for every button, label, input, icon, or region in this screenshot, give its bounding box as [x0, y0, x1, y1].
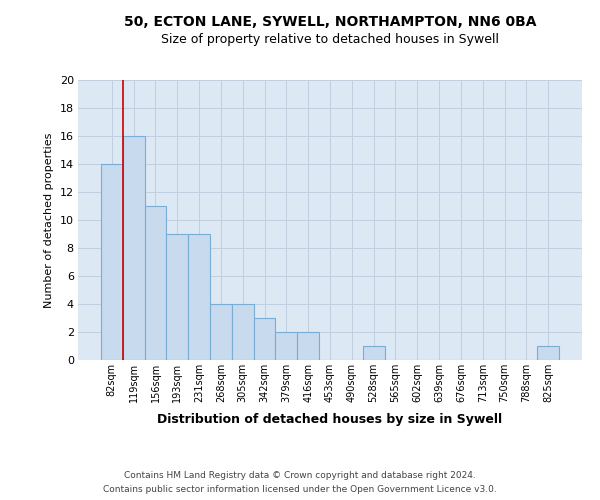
Y-axis label: Number of detached properties: Number of detached properties	[44, 132, 54, 308]
Text: Contains public sector information licensed under the Open Government Licence v3: Contains public sector information licen…	[103, 484, 497, 494]
Bar	[123, 136, 145, 360]
Text: 50, ECTON LANE, SYWELL, NORTHAMPTON, NN6 0BA: 50, ECTON LANE, SYWELL, NORTHAMPTON, NN6…	[124, 16, 536, 30]
Bar	[232, 304, 254, 360]
Text: Size of property relative to detached houses in Sywell: Size of property relative to detached ho…	[161, 34, 499, 46]
Bar	[537, 346, 559, 360]
Bar	[254, 318, 275, 360]
Bar	[101, 164, 123, 360]
Bar	[188, 234, 210, 360]
Bar	[166, 234, 188, 360]
Text: Contains HM Land Registry data © Crown copyright and database right 2024.: Contains HM Land Registry data © Crown c…	[124, 472, 476, 480]
Bar	[210, 304, 232, 360]
Bar	[363, 346, 385, 360]
Bar	[297, 332, 319, 360]
X-axis label: Distribution of detached houses by size in Sywell: Distribution of detached houses by size …	[157, 414, 503, 426]
Bar	[145, 206, 166, 360]
Bar	[275, 332, 297, 360]
